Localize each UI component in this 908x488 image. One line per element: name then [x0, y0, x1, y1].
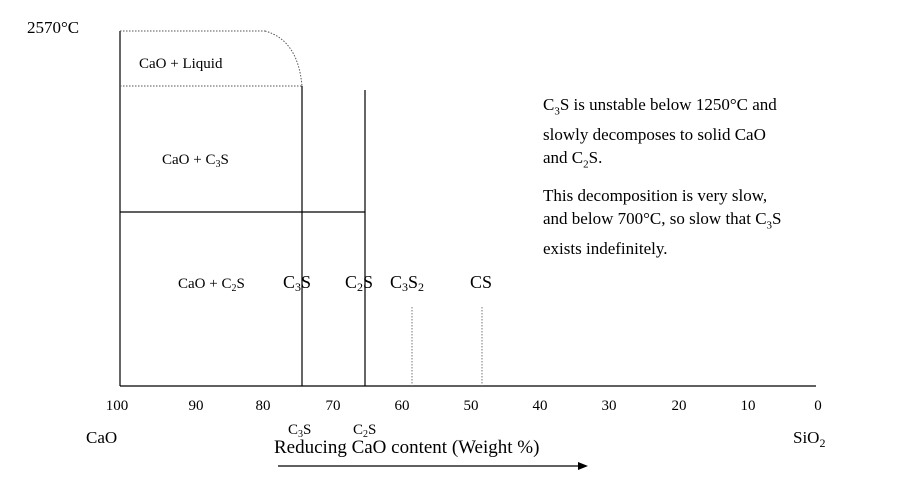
x-axis-title: Reducing CaO content (Weight %): [274, 437, 539, 458]
compound-label-c2s: C2S: [345, 272, 373, 294]
note-1-line-2: slowly decomposes to solid CaO: [543, 125, 766, 145]
x-tick-10: 10: [741, 398, 756, 414]
x-tick-70: 70: [326, 398, 341, 414]
x-tick-labels: 100 90 80 70 60 50 40 30 20 10 0: [106, 398, 822, 414]
compound-label-c3s2: C3S2: [390, 272, 424, 294]
region-cao-c3s: CaO + C3S: [162, 152, 229, 170]
x-tick-20: 20: [672, 398, 687, 414]
note-2-line-3: exists indefinitely.: [543, 239, 668, 259]
axis-mark-c2s: C2S: [353, 422, 376, 440]
direction-arrow-head: [578, 462, 588, 470]
x-tick-0: 0: [814, 398, 822, 414]
x-tick-100: 100: [106, 398, 129, 414]
note-2-line-1: This decomposition is very slow,: [543, 186, 768, 205]
x-tick-50: 50: [464, 398, 479, 414]
axis-mark-c3s: C3S: [288, 422, 311, 440]
x-tick-40: 40: [533, 398, 548, 414]
x-tick-80: 80: [256, 398, 271, 414]
note-2-line-2: and below 700°C, so slow that C3S: [543, 209, 782, 232]
x-tick-30: 30: [602, 398, 617, 414]
axis-right-end-label: SiO2: [793, 428, 825, 450]
note-paragraph-1: C3S is unstable below 1250°C and slowly …: [543, 93, 883, 177]
top-temperature-label: 2570°C: [27, 18, 79, 37]
note-1-line-1: C3S is unstable below 1250°C and: [543, 95, 777, 118]
axis-left-end-label: CaO: [86, 428, 117, 447]
x-tick-60: 60: [395, 398, 410, 414]
compound-label-cs: CS: [470, 272, 492, 292]
note-paragraph-2: This decomposition is very slow, and bel…: [543, 184, 883, 260]
liquidus-dotted-curve: [264, 30, 303, 87]
note-1-line-3: and C2S.: [543, 148, 603, 171]
region-cao-c2s: CaO + C2S: [178, 276, 245, 294]
region-cao-liquid: CaO + Liquid: [139, 56, 223, 72]
x-tick-90: 90: [189, 398, 204, 414]
compound-label-c3s: C3S: [283, 272, 311, 294]
